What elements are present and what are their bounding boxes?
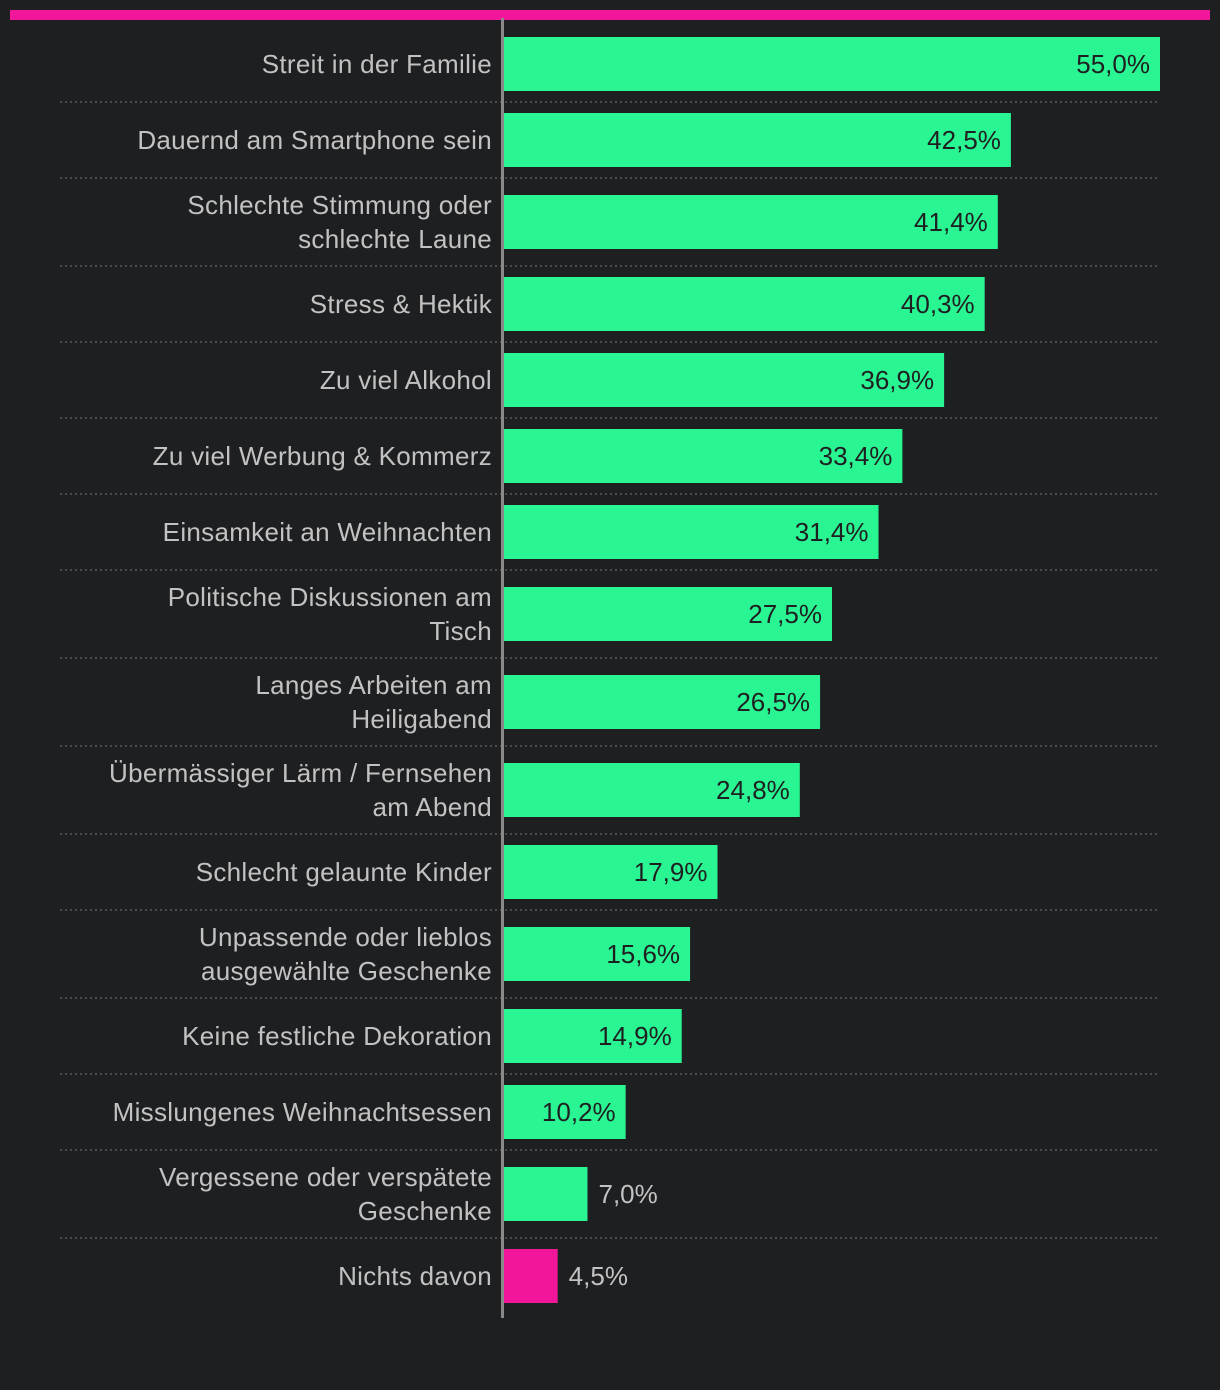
- bar: [504, 113, 1011, 167]
- value-label: 7,0%: [598, 1179, 657, 1209]
- bar: [504, 1085, 626, 1139]
- category-label: Streit in der Familie: [262, 49, 492, 79]
- category-label: Übermässiger Lärm / Fernsehen am Abend: [109, 758, 492, 822]
- category-label: Zu viel Werbung & Kommerz: [153, 441, 492, 471]
- category-label: Schlecht gelaunte Kinder: [196, 857, 492, 887]
- bar: [504, 1009, 682, 1063]
- bar: [504, 675, 821, 729]
- category-label: Einsamkeit an Weihnachten: [163, 517, 492, 547]
- category-label: Langes Arbeiten am Heiligabend: [255, 670, 492, 734]
- bar: [504, 1167, 588, 1221]
- value-label: 10,2%: [542, 1097, 616, 1127]
- bar: [504, 195, 998, 249]
- category-label: Stress & Hektik: [310, 289, 493, 319]
- value-label: 42,5%: [927, 125, 1001, 155]
- value-label: 17,9%: [634, 857, 708, 887]
- bar: [504, 353, 945, 407]
- category-label: Schlechte Stimmung oder schlechte Laune: [187, 190, 492, 254]
- value-label: 31,4%: [795, 517, 869, 547]
- bar: [504, 429, 903, 483]
- value-label: 33,4%: [819, 441, 893, 471]
- bar: [504, 587, 832, 641]
- value-label: 40,3%: [901, 289, 975, 319]
- value-label: 14,9%: [598, 1021, 672, 1051]
- bar: [504, 1249, 558, 1303]
- category-label: Dauernd am Smartphone sein: [137, 125, 492, 155]
- category-label: Keine festliche Dekoration: [182, 1021, 492, 1051]
- bar: [504, 37, 1160, 91]
- top-accent-bar: [10, 10, 1210, 20]
- category-label: Unpassende oder lieblos ausgewählte Gesch…: [199, 922, 492, 986]
- bar: [504, 927, 691, 981]
- category-label: Zu viel Alkohol: [320, 365, 492, 395]
- category-label: Politische Diskussionen am Tisch: [168, 582, 492, 646]
- value-label: 24,8%: [716, 775, 790, 805]
- bar: [504, 845, 718, 899]
- category-label: Misslungenes Weihnachtsessen: [113, 1097, 492, 1127]
- value-label: 27,5%: [748, 599, 822, 629]
- value-label: 26,5%: [736, 687, 810, 717]
- bar: [504, 505, 879, 559]
- value-label: 41,4%: [914, 207, 988, 237]
- bar: [504, 763, 800, 817]
- bar: [504, 277, 985, 331]
- value-label: 36,9%: [860, 365, 934, 395]
- category-label: Nichts davon: [338, 1261, 492, 1291]
- value-label: 15,6%: [606, 939, 680, 969]
- category-label: Vergessene oder verspätete Geschenke: [159, 1162, 492, 1226]
- value-label: 55,0%: [1076, 49, 1150, 79]
- value-label: 4,5%: [569, 1261, 628, 1291]
